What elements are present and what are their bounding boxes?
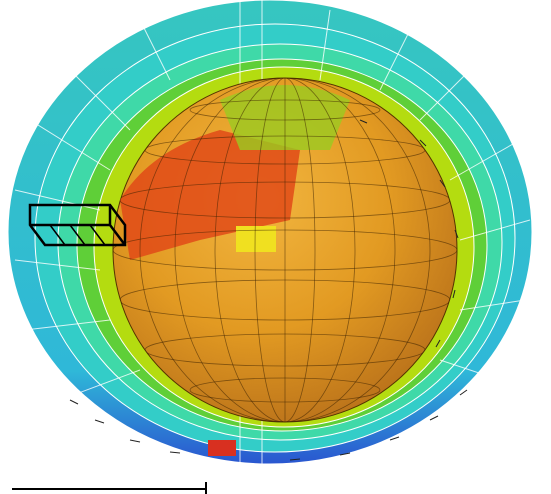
shell-grid — [14, 0, 531, 464]
flow-vectors — [69, 119, 468, 461]
scale-bar — [12, 482, 207, 494]
core-sphere — [112, 77, 458, 423]
inset-box — [28, 203, 127, 247]
shell-red-patch — [208, 440, 236, 456]
